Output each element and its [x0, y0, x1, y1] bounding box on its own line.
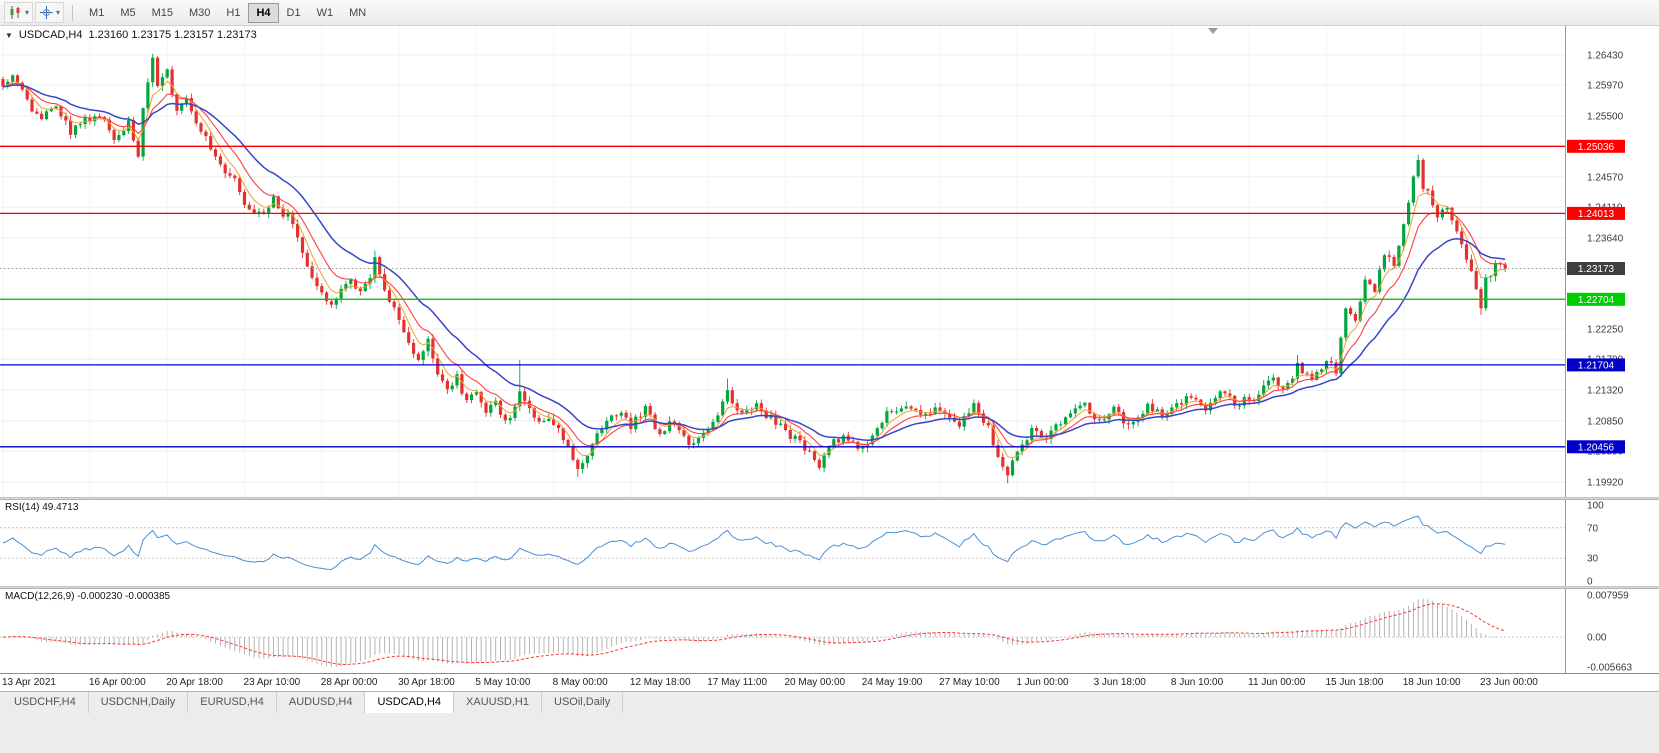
time-axis-label: 23 Jun 00:00 [1480, 677, 1538, 688]
svg-text:1.24570: 1.24570 [1587, 172, 1624, 183]
timeframe-button-m15[interactable]: M15 [144, 3, 181, 23]
svg-text:1.23640: 1.23640 [1587, 233, 1624, 244]
macd-pane: 0.007959 0.00 -0.005663 MACD(12,26,9) -0.0… [0, 589, 1659, 673]
time-axis-label: 15 Jun 18:00 [1325, 677, 1384, 688]
svg-text:1.21704: 1.21704 [1578, 360, 1615, 371]
svg-text:1.19920: 1.19920 [1587, 477, 1624, 488]
svg-text:1.23173: 1.23173 [1578, 264, 1615, 275]
svg-text:1.26430: 1.26430 [1587, 50, 1624, 61]
chevron-down-icon: ▾ [56, 7, 61, 17]
price-chart-canvas[interactable]: 1.264301.259701.255001.250401.245701.241… [0, 26, 1659, 497]
timeframe-group: M1 M5 M15 M30 H1 H4 D1 W1 MN [81, 2, 374, 23]
timeframe-button-mn[interactable]: MN [341, 3, 374, 23]
crosshair-icon [40, 6, 54, 19]
rsi-pane: 100 70 30 0 RSI(14) 49.4713 [0, 500, 1659, 586]
chart-tabs-bar: USDCHF,H4 USDCNH,Daily EURUSD,H4 AUDUSD,H4 U… [0, 691, 1659, 713]
chart-tab-audusd-h4[interactable]: AUDUSD,H4 [277, 692, 366, 713]
time-axis-label: 23 Apr 10:00 [243, 677, 301, 688]
svg-text:1.25970: 1.25970 [1587, 81, 1624, 92]
svg-text:1.25036: 1.25036 [1578, 142, 1615, 153]
price-level-badge: 1.22704 [1567, 292, 1625, 306]
svg-text:100: 100 [1587, 501, 1604, 512]
price-level-badge: 1.24013 [1567, 206, 1625, 220]
svg-text:1.20456: 1.20456 [1578, 442, 1615, 453]
time-axis-label: 18 Jun 10:00 [1402, 677, 1461, 688]
grid-layer [0, 26, 1565, 497]
svg-text:1.20850: 1.20850 [1587, 416, 1624, 427]
time-axis-label: 1 Jun 00:00 [1016, 677, 1069, 688]
pane-splitter[interactable] [0, 586, 1659, 589]
chart-type-button[interactable]: ▾ [4, 2, 34, 23]
chart-tab-xauusd-h1[interactable]: XAUUSD,H1 [454, 692, 542, 713]
time-axis-label: 17 May 11:00 [707, 677, 768, 688]
svg-text:0: 0 [1587, 577, 1593, 587]
svg-text:1.24013: 1.24013 [1578, 209, 1615, 220]
time-axis-label: 11 Jun 00:00 [1248, 677, 1306, 688]
timeframe-button-h4[interactable]: H4 [248, 2, 279, 23]
svg-text:70: 70 [1587, 523, 1599, 534]
scroll-position-marker [1208, 28, 1218, 34]
timeframe-button-w1[interactable]: W1 [309, 3, 342, 23]
macd-signal-line [2, 603, 1506, 666]
svg-text:30: 30 [1587, 554, 1599, 565]
svg-text:-0.005663: -0.005663 [1587, 663, 1632, 674]
time-axis-label: 13 Apr 2021 [2, 677, 56, 688]
timeframe-button-m1[interactable]: M1 [81, 3, 112, 23]
svg-text:0.00: 0.00 [1587, 633, 1607, 644]
price-pane: 1.264301.259701.255001.250401.245701.241… [0, 26, 1659, 497]
chart-tab-usoil-daily[interactable]: USOil,Daily [542, 692, 624, 713]
rsi-layer [0, 515, 1565, 571]
chart-window: 1.264301.259701.255001.250401.245701.241… [0, 26, 1659, 691]
price-level-badge: 1.20456 [1567, 440, 1625, 454]
price-scale[interactable]: 1.264301.259701.255001.250401.245701.241… [1565, 26, 1659, 497]
time-axis-label: 16 Apr 00:00 [88, 677, 146, 688]
time-axis-label: 27 May 10:00 [939, 677, 1000, 688]
price-level-badge: 1.21704 [1567, 358, 1625, 372]
svg-text:0.007959: 0.007959 [1587, 591, 1629, 602]
toolbar: ▾ ▾ M1 M5 M15 M30 H1 H4 D1 W1 MN [0, 0, 1659, 26]
moving-averages-layer [2, 80, 1506, 459]
chevron-down-icon: ▾ [25, 7, 30, 17]
pane-splitter[interactable] [0, 497, 1659, 500]
time-axis[interactable]: 13 Apr 2021 16 Apr 00:00 20 Apr 18:00 23 Ap… [0, 673, 1659, 691]
chart-tab-usdcad-h4[interactable]: USDCAD,H4 [364, 692, 455, 713]
svg-text:1.22250: 1.22250 [1587, 325, 1624, 336]
toolbar-separator [72, 4, 74, 21]
svg-text:1.21320: 1.21320 [1587, 386, 1624, 397]
timeframe-button-m30[interactable]: M30 [181, 3, 218, 23]
svg-text:1.25500: 1.25500 [1587, 111, 1624, 122]
time-axis-label: 24 May 19:00 [861, 677, 923, 688]
rsi-chart-canvas[interactable]: 100 70 30 0 [0, 500, 1659, 586]
chart-tab-eurusd-h4[interactable]: EURUSD,H4 [188, 692, 277, 713]
chart-tab-usdcnh-daily[interactable]: USDCNH,Daily [89, 692, 189, 713]
timeframe-button-m5[interactable]: M5 [112, 3, 143, 23]
time-axis-label: 28 Apr 00:00 [320, 677, 378, 688]
price-level-badge: 1.25036 [1567, 139, 1625, 153]
chart-tab-usdchf-h4[interactable]: USDCHF,H4 [2, 692, 89, 713]
time-axis-label: 8 Jun 10:00 [1170, 677, 1224, 688]
timeframe-button-h1[interactable]: H1 [218, 3, 248, 23]
macd-chart-canvas[interactable]: 0.007959 0.00 -0.005663 [0, 589, 1659, 673]
price-levels-layer[interactable] [0, 145, 1565, 448]
timeframe-button-d1[interactable]: D1 [279, 3, 309, 23]
macd-layer [0, 598, 1565, 667]
time-axis-label: 12 May 18:00 [629, 677, 691, 688]
svg-text:1.22704: 1.22704 [1578, 295, 1615, 306]
time-axis-label: 30 Apr 18:00 [398, 677, 455, 688]
candlestick-chart-icon [10, 6, 20, 19]
time-axis-label: 20 May 00:00 [784, 677, 846, 688]
status-area [0, 713, 1659, 753]
time-axis-label: 3 Jun 18:00 [1093, 677, 1146, 688]
time-axis-label: 20 Apr 18:00 [166, 677, 223, 688]
price-level-badge: 1.23173 [1567, 262, 1625, 275]
crosshair-tool-button[interactable]: ▾ [35, 2, 65, 23]
time-axis-label: 8 May 00:00 [552, 677, 608, 688]
candles-layer [1, 53, 1507, 484]
time-axis-label: 5 May 10:00 [475, 677, 531, 688]
